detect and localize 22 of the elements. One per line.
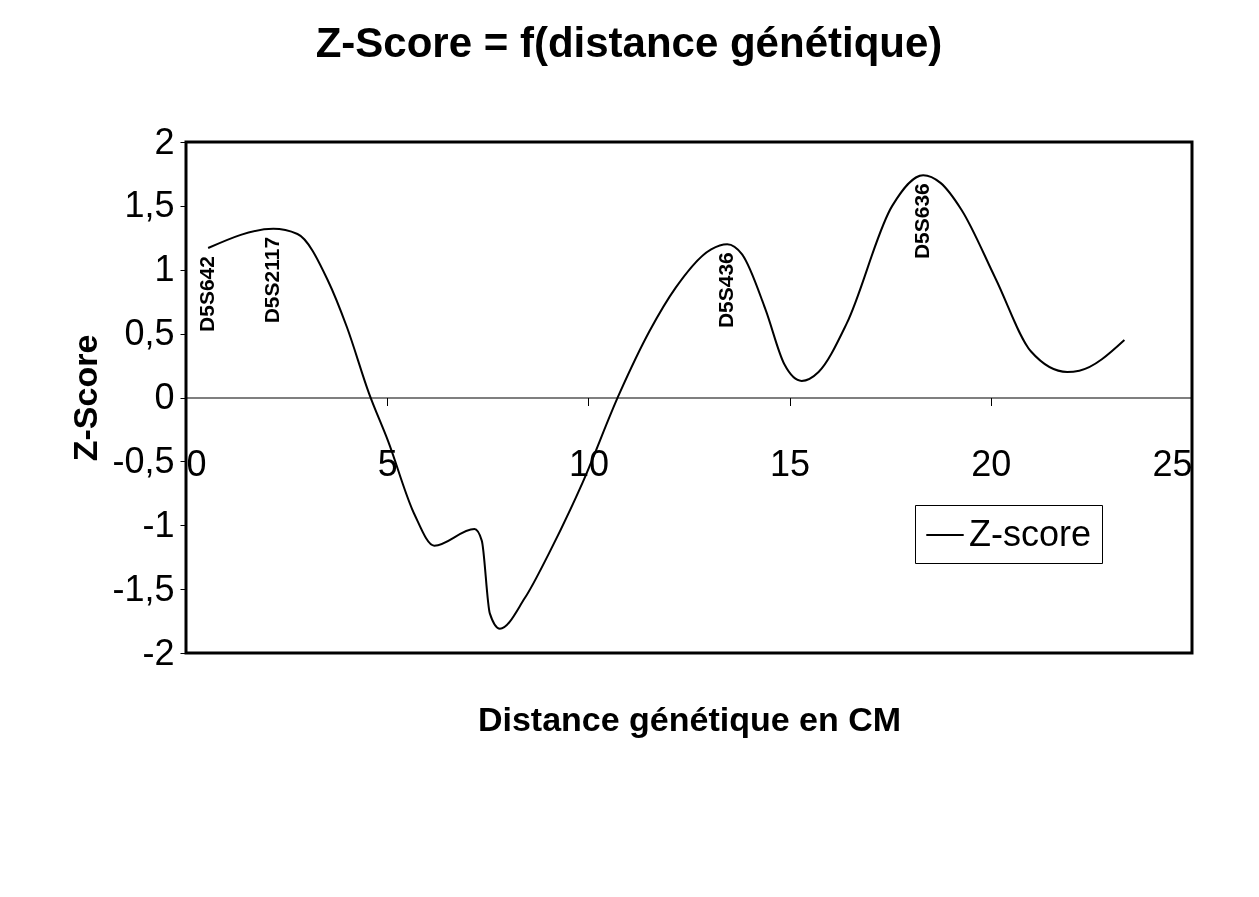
y-tick-label: 1,5: [124, 184, 175, 226]
annotation: D5S636: [910, 183, 934, 260]
y-tick-label: 1: [154, 248, 175, 290]
legend-label: Z-score: [969, 513, 1092, 554]
x-tick-label: 20: [971, 443, 1012, 484]
annotation: D5S436: [714, 252, 738, 329]
x-tick-label: 25: [1152, 443, 1193, 484]
y-tick-label: 2: [154, 120, 175, 162]
x-tick-label: 0: [186, 443, 207, 484]
x-axis-title: Distance génétique en CM: [477, 699, 902, 738]
y-tick-label: 0,5: [124, 312, 175, 354]
y-tick-label: 0: [154, 376, 175, 417]
y-tick-label: -1: [142, 503, 175, 545]
y-tick-label: -0,5: [112, 439, 175, 481]
y-axis-title: Z-Score: [66, 334, 105, 462]
x-tick-label: 5: [377, 443, 398, 484]
x-tick-label: 15: [770, 443, 811, 484]
y-tick-label: -2: [142, 631, 175, 673]
annotation: D5S2117: [260, 236, 284, 324]
chart-title: Z-Score = f(distance génétique): [315, 19, 943, 66]
annotation: D5S642: [195, 256, 219, 332]
y-tick-label: -1,5: [112, 567, 175, 609]
